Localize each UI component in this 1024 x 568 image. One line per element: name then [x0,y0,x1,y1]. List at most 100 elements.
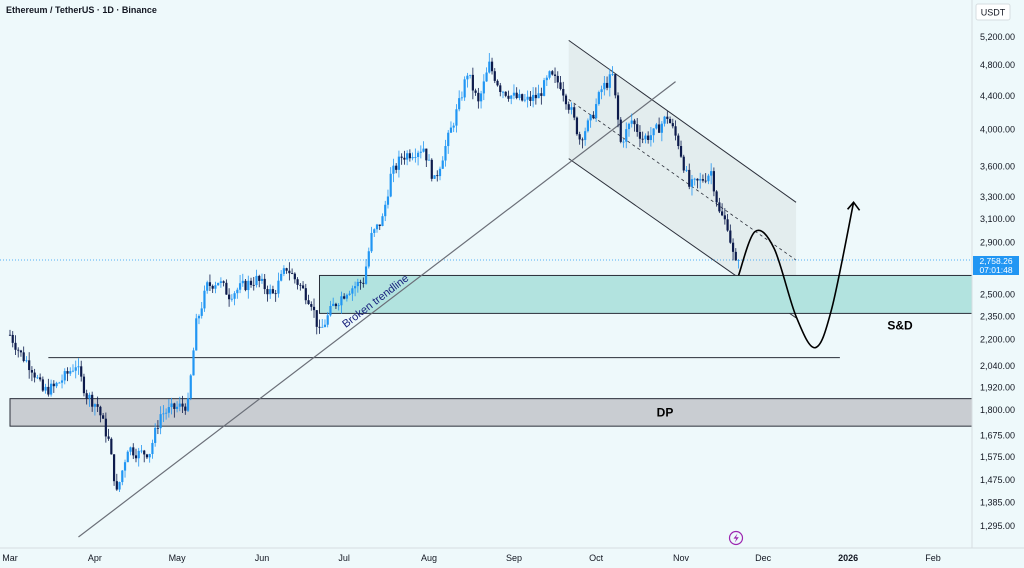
candle-body [310,304,313,307]
price-tick-label: 1,920.00 [980,382,1015,392]
candle-body [321,326,324,328]
candle-body [471,74,474,91]
candle-body [77,366,80,368]
candle-body [378,224,381,226]
candle-body [504,91,507,96]
candle-body [438,168,442,177]
candle-body [630,120,633,124]
price-tick-label: 1,475.00 [980,475,1015,485]
candle-body [616,95,620,120]
currency-badge-box[interactable] [975,3,1011,21]
channel-fill[interactable] [568,40,797,318]
candle-body [112,454,116,482]
candle-body [699,179,702,181]
candle-body [564,95,568,105]
candle-body [710,171,713,176]
zones[interactable] [9,274,973,427]
candle-body [392,165,395,174]
candle-body [647,135,650,141]
time-axis[interactable]: Mar Apr May Jun Jul Aug Sep Oct Nov Dec 2026 Feb [2,553,941,563]
candle-body [721,211,724,216]
candle-body [17,349,20,351]
candle-body [529,96,532,101]
candle-body [633,120,636,125]
candle-body [143,450,146,455]
dp-zone-label: DP [657,405,674,419]
candle-body [60,380,64,383]
candle-body [285,268,288,271]
candle-body [537,93,540,99]
time-tick-label: Jun [255,553,270,563]
candle-body [701,179,705,181]
channel-upper-line[interactable] [568,39,797,203]
price-tick-label: 1,295.00 [980,521,1015,531]
candle-body [652,128,655,136]
candle-body [96,404,99,407]
candle-body [490,61,494,72]
candle-body [611,74,614,75]
candle-body [581,139,584,141]
candle-body [132,447,135,456]
candle-body [74,367,77,371]
chart-header: Ethereum / TetherUS · 1D · Binance [6,5,157,15]
projection-curve[interactable] [737,202,855,349]
chart-title: Ethereum / TetherUS · 1D · Binance [6,5,157,15]
candle-body [677,135,680,147]
candle-body [556,75,559,83]
currency-badge[interactable]: USDT [975,3,1011,21]
candle-body [359,281,362,283]
sd-zone[interactable] [318,274,973,314]
candle-body [433,175,436,179]
price-tick-label: 3,100.00 [980,214,1015,224]
current-price-value: 2,758.26 [979,256,1012,266]
candle-body [532,94,535,101]
candle-body [137,450,140,459]
candle-body [63,371,66,381]
candle-body [115,481,118,490]
candle-body [47,386,50,395]
candle-body [291,273,294,274]
candle-body [411,157,414,159]
time-tick-label: Apr [88,553,102,563]
price-tick-label: 2,900.00 [980,237,1015,247]
candle-body [148,454,151,458]
candle-body [186,398,190,411]
candle-body [293,273,296,280]
candle-body [351,288,354,294]
broken-trendline[interactable] [78,81,676,538]
price-tick-label: 2,200.00 [980,335,1015,345]
candle-body [58,382,61,384]
candle-body [85,393,88,399]
candle-body [19,350,23,353]
flash-icon-circle[interactable] [728,530,744,546]
candle-body [682,156,685,171]
candle-body [542,80,546,96]
candle-body [526,96,529,100]
candle-body [236,289,239,294]
candle-body [93,404,97,407]
candle-body [348,293,351,295]
price-axis[interactable]: 5,200.00 4,800.00 4,400.00 4,000.00 3,600.00… [980,32,1015,531]
candle-body [167,407,170,413]
projection-arrowhead[interactable] [846,201,861,211]
candle-body [469,74,472,76]
candle-body [121,470,124,483]
candle-body [551,71,554,75]
drawing-lines[interactable] [0,81,972,538]
candle-body [362,282,365,284]
candle-body [395,165,398,170]
candle-body [726,219,729,231]
candle-body [679,146,683,157]
candle-body [373,229,376,233]
time-tick-label: 2026 [838,553,858,563]
candle-body [715,191,718,203]
candle-body [118,482,121,490]
dp-zone[interactable] [9,398,973,427]
channel-mid-line[interactable] [568,99,797,261]
candle-body [39,377,42,380]
candle-body [573,107,576,118]
flash-icon[interactable] [728,530,744,546]
projection-path[interactable] [737,201,861,349]
